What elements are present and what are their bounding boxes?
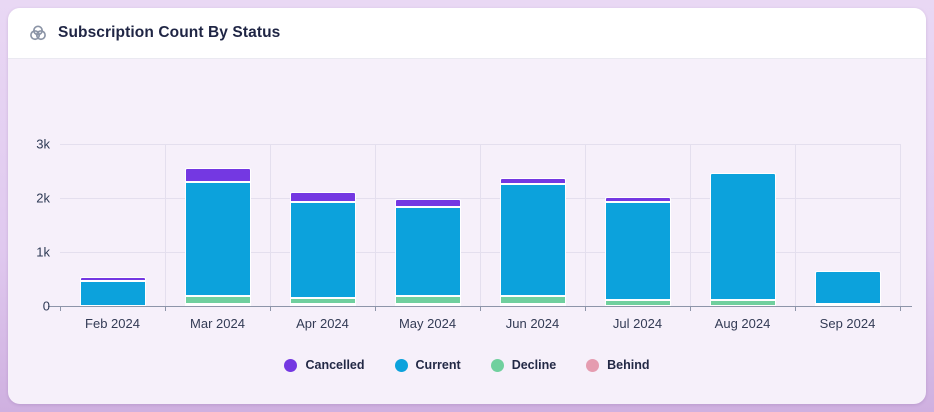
y-axis-label: 3k: [36, 136, 50, 152]
chart-title: Subscription Count By Status: [58, 24, 281, 41]
bar-segment-behind[interactable]: [289, 303, 356, 306]
bar-segment-behind[interactable]: [499, 303, 566, 306]
bar-jun-2024[interactable]: [499, 178, 566, 306]
v-gridline: [270, 144, 271, 306]
axis-tick: [480, 306, 481, 311]
x-axis-label: Mar 2024: [190, 316, 245, 331]
chart-legend: Cancelled Current Decline Behind: [8, 354, 926, 376]
y-axis-label: 0: [42, 298, 50, 314]
bar-sep-2024[interactable]: [814, 270, 881, 306]
bar-may-2024[interactable]: [394, 199, 461, 306]
chart-card: Subscription Count By Status 0 1k 2k 3k Feb …: [8, 8, 926, 404]
bar-segment-decline[interactable]: [184, 295, 251, 304]
bar-segment-current[interactable]: [604, 201, 671, 301]
bar-segment-decline[interactable]: [394, 295, 461, 304]
x-axis-label: Jun 2024: [505, 316, 560, 331]
bar-mar-2024[interactable]: [184, 167, 251, 306]
v-gridline: [690, 144, 691, 306]
card-body: 0 1k 2k 3k Feb 2024 Mar 2024 Apr 2024 May 2024 J…: [8, 59, 926, 404]
x-axis-label: Feb 2024: [85, 316, 140, 331]
axis-tick: [795, 306, 796, 311]
bar-segment-cancelled[interactable]: [499, 178, 566, 185]
bar-aug-2024[interactable]: [709, 173, 776, 306]
x-axis-label: Sep 2024: [819, 316, 876, 331]
legend-label: Cancelled: [305, 358, 365, 372]
bar-segment-cancelled[interactable]: [394, 199, 461, 208]
v-gridline: [480, 144, 481, 306]
bar-segment-cancelled[interactable]: [184, 167, 251, 183]
axis-tick: [270, 306, 271, 311]
bar-segment-current[interactable]: [709, 173, 776, 301]
bar-segment-decline[interactable]: [814, 303, 881, 306]
y-axis-label: 1k: [36, 244, 50, 260]
legend-swatch: [490, 358, 504, 372]
bar-segment-decline[interactable]: [709, 300, 776, 306]
bar-segment-current[interactable]: [79, 281, 146, 306]
bar-segment-current[interactable]: [814, 270, 881, 304]
v-gridline: [585, 144, 586, 306]
v-gridline: [165, 144, 166, 306]
y-axis-label: 2k: [36, 190, 50, 206]
axis-tick: [690, 306, 691, 311]
legend-item-behind[interactable]: Behind: [586, 358, 650, 372]
bar-segment-current[interactable]: [394, 207, 461, 296]
bar-segment-current[interactable]: [499, 184, 566, 296]
legend-item-current[interactable]: Current: [394, 358, 461, 372]
bar-segment-current[interactable]: [289, 202, 356, 298]
plot-area: 0 1k 2k 3k Feb 2024 Mar 2024 Apr 2024 May 2024 J…: [36, 137, 912, 331]
axis-tick: [60, 306, 61, 311]
bar-segment-decline[interactable]: [289, 297, 356, 304]
axis-tick: [585, 306, 586, 311]
bar-segment-decline[interactable]: [499, 295, 566, 304]
legend-label: Current: [415, 358, 461, 372]
v-gridline: [900, 144, 901, 306]
bar-apr-2024[interactable]: [289, 192, 356, 306]
legend-swatch: [284, 358, 298, 372]
venn-circles-icon: [28, 23, 48, 43]
v-gridline: [795, 144, 796, 306]
axis-tick: [900, 306, 901, 311]
axis-tick: [375, 306, 376, 311]
bar-segment-cancelled[interactable]: [604, 197, 671, 202]
bar-segment-current[interactable]: [184, 182, 251, 296]
axis-tick: [165, 306, 166, 311]
bar-jul-2024[interactable]: [604, 197, 671, 306]
x-axis-label: Jul 2024: [612, 316, 663, 331]
legend-label: Decline: [511, 358, 557, 372]
legend-label: Behind: [607, 358, 650, 372]
card-header: Subscription Count By Status: [8, 8, 926, 59]
x-axis-label: May 2024: [398, 316, 457, 331]
bar-segment-decline[interactable]: [604, 300, 671, 306]
v-gridline: [375, 144, 376, 306]
legend-item-decline[interactable]: Decline: [490, 358, 557, 372]
x-axis-label: Apr 2024: [296, 316, 349, 331]
bar-segment-cancelled[interactable]: [79, 276, 146, 282]
legend-swatch: [586, 358, 600, 372]
bar-segment-cancelled[interactable]: [289, 192, 356, 202]
bar-feb-2024[interactable]: [79, 276, 146, 306]
legend-swatch: [394, 358, 408, 372]
bar-segment-behind[interactable]: [184, 303, 251, 306]
bar-segment-behind[interactable]: [394, 303, 461, 306]
legend-item-cancelled[interactable]: Cancelled: [284, 358, 365, 372]
x-axis-label: Aug 2024: [714, 316, 771, 331]
